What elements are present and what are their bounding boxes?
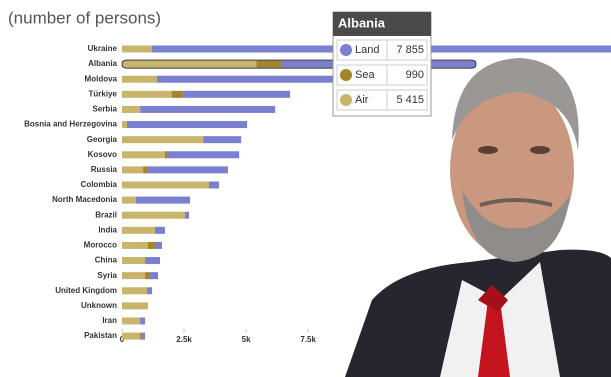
tooltip-title: Albania <box>338 15 386 30</box>
bar-segment <box>167 151 240 159</box>
bar-segment <box>148 241 157 249</box>
tooltip-value: 7 855 <box>396 44 424 56</box>
x-tick-label: 0 <box>120 335 125 344</box>
bar-segment <box>122 60 257 68</box>
bar-segment <box>185 211 190 219</box>
bar-segment <box>122 121 127 129</box>
bar-segment <box>182 90 291 98</box>
plot-area: 0 2.5k 5k 7.5k Ukraine Albania Moldova Türkiye S… <box>24 44 611 344</box>
tooltip-value: 990 <box>406 69 424 81</box>
bar-segment <box>122 211 186 219</box>
bar-segment <box>122 241 149 249</box>
x-tick-label: 7.5k <box>300 335 316 344</box>
y-tick-label: Georgia <box>87 135 118 144</box>
y-tick-label: China <box>95 256 118 265</box>
tooltip-row <box>336 39 428 61</box>
legend-label: Sea <box>355 69 375 81</box>
bar-segment <box>122 75 157 83</box>
bar-segment <box>143 166 148 174</box>
y-tick-label: Syria <box>97 271 117 280</box>
bar-segment <box>147 287 153 295</box>
legend-swatch <box>340 69 352 81</box>
bar-segment <box>149 272 158 280</box>
bar-segment <box>122 166 144 174</box>
y-tick-label: Serbia <box>93 105 118 114</box>
y-tick-label: Brazil <box>95 210 117 219</box>
legend-swatch <box>340 94 352 106</box>
y-tick-label: Russia <box>91 165 118 174</box>
y-tick-label: India <box>98 225 117 234</box>
bar-segment <box>122 45 152 53</box>
bar-segment <box>145 257 160 265</box>
y-tick-label: Iran <box>102 316 117 325</box>
bar-highlight <box>121 59 477 69</box>
y-tick-label: Türkiye <box>89 89 118 98</box>
photo <box>345 58 611 377</box>
bar-segment <box>122 226 156 234</box>
bar-segment <box>122 136 204 144</box>
y-tick-label: Pakistan <box>84 331 117 340</box>
bar-segment <box>122 196 136 204</box>
bar-segment <box>164 151 168 159</box>
y-tick-label: Kosovo <box>88 150 117 159</box>
legend-swatch <box>340 44 352 56</box>
bar-segment <box>142 332 146 340</box>
bar-segment <box>122 272 146 280</box>
y-tick-label: Unknown <box>81 301 117 310</box>
y-tick-label: Bosnia and Herzegovina <box>24 120 117 129</box>
bar-segment <box>145 272 150 280</box>
legend-label: Land <box>355 44 379 56</box>
tooltip: Albania Land 7 855 Sea 990 Air 5 415 <box>332 11 432 117</box>
bar-segment <box>208 181 220 189</box>
bar-segment <box>122 181 209 189</box>
bar-segment <box>203 136 242 144</box>
bar-segment <box>122 332 141 340</box>
bar-segment <box>156 241 162 249</box>
y-tick-label: United Kingdom <box>55 286 117 295</box>
bar-segment <box>122 257 146 265</box>
y-tick-label: Morocco <box>84 241 117 250</box>
bar-segment <box>140 317 146 325</box>
y-tick-label: Ukraine <box>88 44 118 53</box>
bar-segment <box>171 90 183 98</box>
tooltip-row <box>336 64 428 86</box>
bar-segment <box>135 196 191 204</box>
bar-segment <box>122 287 148 295</box>
bar-segment <box>256 60 281 68</box>
y-tick-label: North Macedonia <box>52 195 117 204</box>
x-tick-label: 5k <box>242 335 251 344</box>
bar-segment <box>122 151 165 159</box>
bar-segment <box>122 302 149 310</box>
bar-segment <box>140 105 276 113</box>
bar-segment <box>122 105 141 113</box>
bar-segment <box>156 75 353 83</box>
bar-segment <box>140 332 143 340</box>
tooltip-row <box>336 89 428 111</box>
y-tick-label: Colombia <box>81 180 118 189</box>
y-tick-label: Moldova <box>85 74 118 83</box>
bar-segment <box>122 317 141 325</box>
bar-segment <box>126 121 248 129</box>
tooltip-value: 5 415 <box>396 94 424 106</box>
bar-segment <box>155 226 165 234</box>
chart-subtitle: (number of persons) <box>8 8 161 27</box>
bar-segment <box>147 166 228 174</box>
x-tick-label: 2.5k <box>176 335 192 344</box>
y-tick-label: Albania <box>88 59 117 68</box>
bar-segment <box>122 90 172 98</box>
legend-label: Air <box>355 94 369 106</box>
